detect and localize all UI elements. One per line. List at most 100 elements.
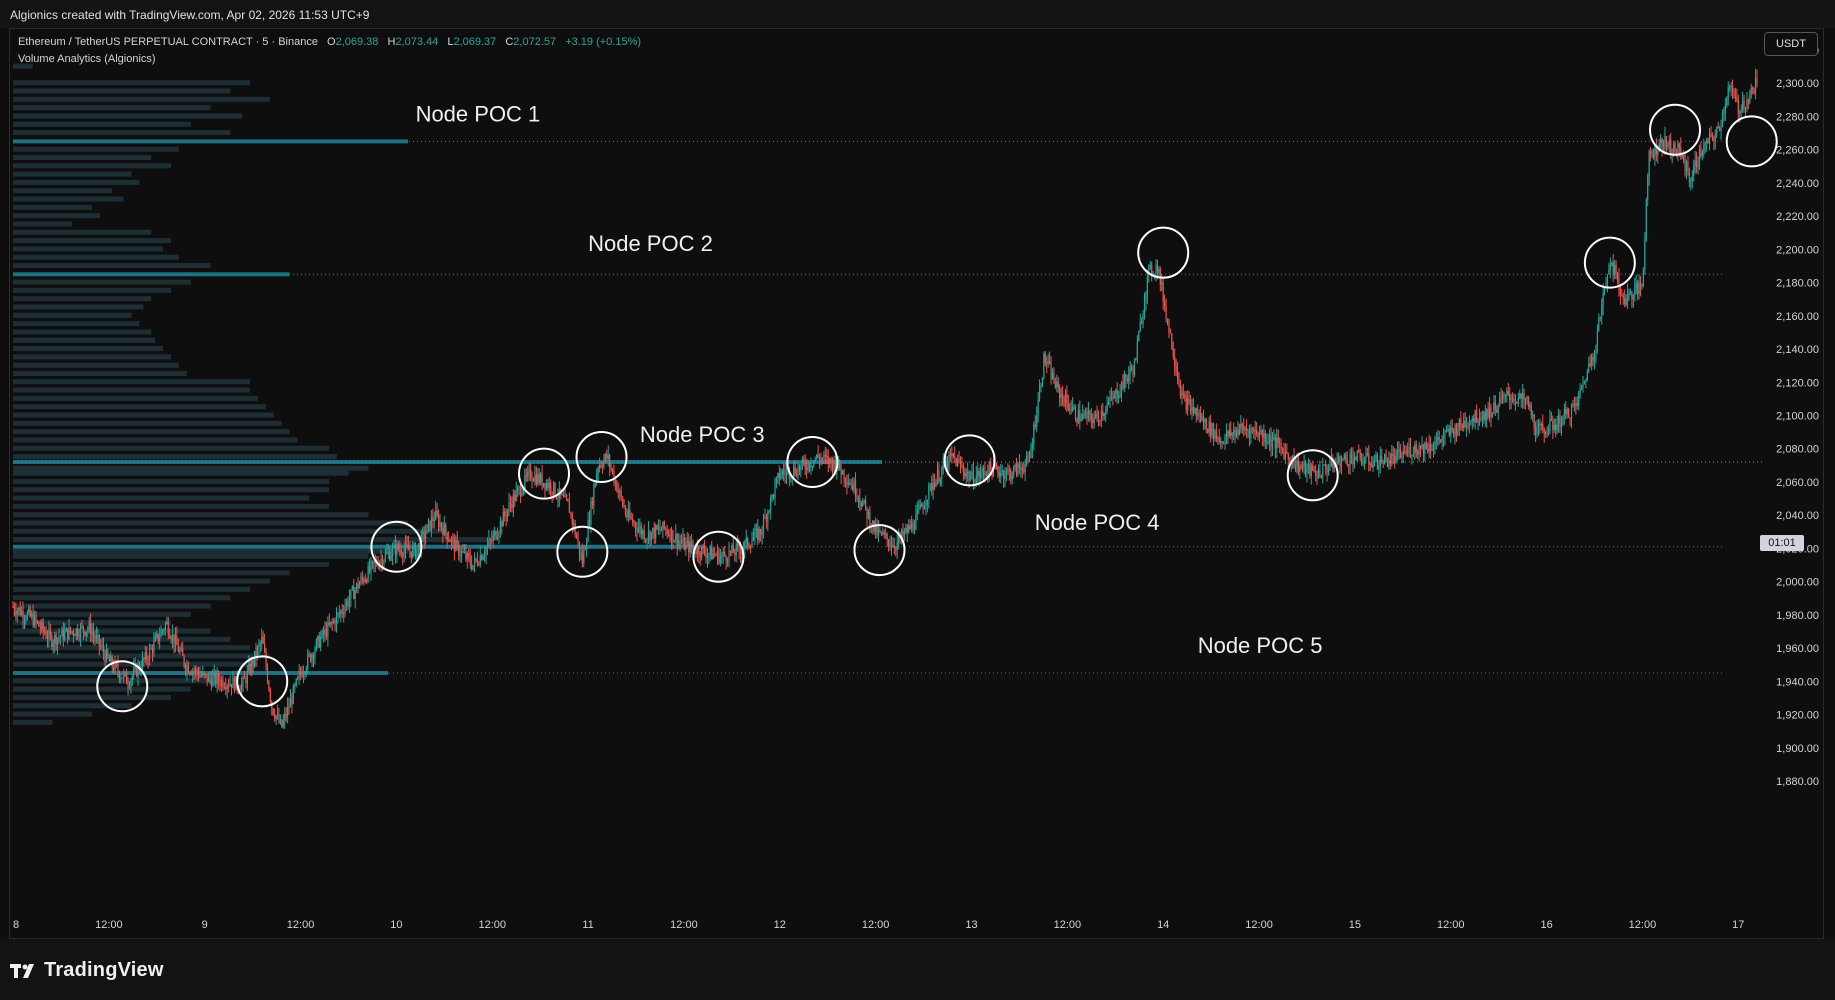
candle-body: [1368, 453, 1370, 464]
candle-body: [1596, 331, 1599, 347]
candle-body: [407, 545, 409, 551]
candle-body: [1576, 403, 1578, 406]
touch-circle: [1649, 103, 1702, 156]
candle-body: [1109, 396, 1111, 402]
candle-body: [757, 528, 759, 540]
touch-circle: [692, 530, 745, 583]
candle-body: [847, 482, 849, 485]
candle-body: [772, 494, 775, 498]
candle-body: [752, 537, 755, 542]
profile-bar: [13, 595, 231, 601]
candle-body: [199, 675, 201, 678]
profile-bar: [13, 686, 191, 692]
candle-body: [814, 458, 816, 461]
candle-body: [596, 473, 598, 484]
candle-body: [1457, 430, 1459, 435]
candle-body: [268, 681, 270, 691]
price-chart[interactable]: Node POC 1 Node POC 2 Node POC 3 Node POC 4…: [10, 29, 1825, 940]
poc-labels: Node POC 1 Node POC 2 Node POC 3 Node POC 4…: [416, 101, 1323, 658]
candle-body: [965, 473, 967, 477]
candle-body: [1734, 97, 1737, 99]
change-value: +3.19 (+0.15%): [565, 36, 642, 48]
candle-body: [1453, 429, 1455, 437]
candle-body: [1175, 366, 1177, 371]
symbol-name[interactable]: Ethereum / TetherUS PERPETUAL CONTRACT ·…: [18, 36, 318, 48]
candle-body: [1248, 431, 1251, 438]
candle-body: [544, 483, 546, 490]
candle-body: [496, 536, 499, 539]
candle-body: [1546, 432, 1548, 435]
candle-body: [1598, 318, 1600, 332]
candle-body: [643, 530, 645, 540]
candle-body: [222, 679, 224, 688]
candle-body: [1478, 418, 1481, 423]
candle-body: [1153, 273, 1156, 275]
candle-body: [1107, 401, 1110, 405]
candle-body: [593, 487, 595, 506]
candle-body: [1082, 413, 1084, 420]
candle-body: [883, 532, 885, 535]
candle-body: [1037, 399, 1039, 416]
candle-body: [1660, 138, 1662, 144]
candle-body: [466, 552, 468, 560]
candle-body: [1662, 147, 1665, 150]
price-axis[interactable]: 1,880.00 1,900.00 1,920.00 1,940.00 1,960.00…: [1776, 45, 1819, 788]
candle-body: [1201, 415, 1203, 421]
candle-body: [1742, 100, 1744, 111]
candle-body: [482, 556, 484, 560]
candle-body: [64, 631, 66, 640]
chart-frame[interactable]: Node POC 1 Node POC 2 Node POC 3 Node POC 4…: [9, 28, 1824, 939]
currency-selector[interactable]: USDT: [1764, 32, 1818, 56]
candle-body: [440, 522, 443, 528]
candle-body: [1260, 429, 1262, 433]
candle-body: [1602, 292, 1604, 306]
candle-body: [1184, 394, 1186, 397]
candle-body: [610, 466, 612, 469]
candle-body: [32, 613, 34, 626]
candle-body: [371, 561, 374, 563]
candle-body: [1214, 431, 1216, 440]
candle-body: [747, 537, 749, 547]
profile-bar: [13, 437, 298, 443]
candle-body: [1671, 152, 1673, 155]
candle-body: [531, 478, 533, 481]
candle-body: [1235, 429, 1238, 437]
candle-body: [1051, 372, 1054, 380]
candle-body: [1113, 393, 1115, 399]
candle-body: [505, 515, 507, 518]
candle-body: [1680, 147, 1682, 158]
candle-body: [1128, 374, 1130, 381]
candle-body: [935, 479, 937, 487]
candle-body: [716, 550, 719, 556]
candle-body: [921, 504, 923, 507]
candle-body: [94, 635, 96, 639]
candle-body: [1557, 414, 1560, 424]
candle-body: [1559, 414, 1561, 428]
candle-body: [1299, 466, 1301, 472]
candle-body: [1451, 427, 1453, 430]
time-axis[interactable]: 8 12:00 9 12:00 10 12:00 11 12:00 12 12:00 13 12:00…: [13, 919, 1744, 931]
candle-body: [1450, 427, 1452, 436]
indicator-name[interactable]: Volume Analytics (Algionics): [18, 53, 156, 65]
candle-body: [929, 483, 931, 485]
candle-body: [655, 525, 657, 538]
candle-body: [1552, 420, 1554, 430]
candle-body: [872, 520, 874, 527]
candle-body: [652, 527, 654, 532]
candle-body: [1343, 454, 1345, 459]
candle-body: [1020, 467, 1022, 469]
candle-body: [1723, 112, 1725, 114]
candle-body: [1619, 286, 1622, 296]
candle-body: [1165, 306, 1167, 320]
candle-body: [1573, 404, 1575, 406]
brand[interactable]: TradingView: [10, 959, 164, 982]
candle-body: [915, 514, 917, 530]
snapshot-caption: Algionics created with TradingView.com, …: [10, 8, 370, 22]
candle-body: [712, 553, 714, 560]
profile-bar: [13, 404, 266, 410]
candle-body: [705, 553, 707, 559]
touch-circle: [575, 431, 628, 484]
candle-body: [170, 637, 172, 640]
candle-body: [1579, 388, 1581, 393]
profile-bar: [13, 337, 156, 343]
